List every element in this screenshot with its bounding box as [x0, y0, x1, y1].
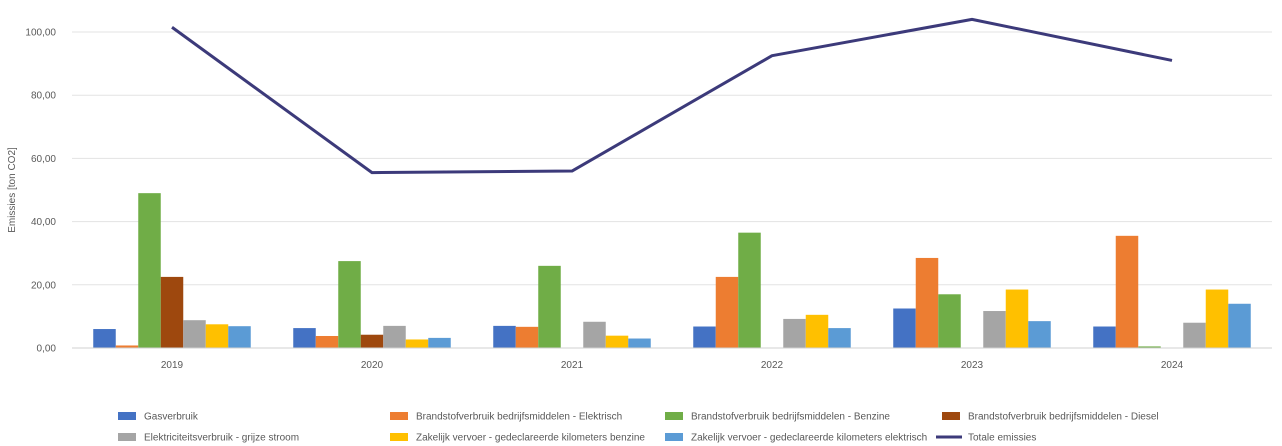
legend-label: Gasverbruik: [144, 412, 199, 423]
legend-label: Elektriciteitsverbruik - grijze stroom: [144, 433, 299, 444]
bar: [115, 345, 139, 348]
bar: [628, 338, 651, 348]
bar: [228, 326, 251, 348]
legend-label: Brandstofverbruik bedrijfsmiddelen - Die…: [968, 412, 1159, 423]
legend-swatch: [665, 412, 683, 420]
y-axis-title: Emissies [ton CO2]: [7, 147, 18, 233]
x-tick-label: 2022: [761, 360, 784, 371]
legend-swatch: [942, 412, 960, 420]
bars: [93, 193, 1251, 348]
bar: [938, 294, 961, 348]
y-tick-label: 80,00: [31, 91, 56, 102]
x-tick-label: 2019: [161, 360, 184, 371]
legend-label: Zakelijk vervoer - gedeclareerde kilomet…: [416, 433, 645, 444]
legend-label: Totale emissies: [968, 433, 1036, 444]
bar: [183, 320, 206, 348]
bar: [983, 311, 1006, 348]
legend-label: Brandstofverbruik bedrijfsmiddelen - Ben…: [691, 412, 890, 423]
y-tick-label: 60,00: [31, 154, 56, 165]
legend-swatch: [390, 433, 408, 441]
x-tick-label: 2021: [561, 360, 584, 371]
y-tick-labels: 0,00 20,00 40,00 60,00 80,00 100,00: [25, 28, 56, 355]
legend-label: Brandstofverbruik bedrijfsmiddelen - Ele…: [416, 412, 622, 423]
x-tick-label: 2020: [361, 360, 384, 371]
bar: [828, 328, 851, 348]
total-emissions-line: [171, 17, 1173, 175]
x-tick-label: 2023: [961, 360, 984, 371]
y-tick-label: 20,00: [31, 280, 56, 291]
legend-label: Zakelijk vervoer - gedeclareerde kilomet…: [691, 433, 927, 444]
bar: [605, 335, 629, 348]
bar: [1093, 326, 1116, 348]
bar: [693, 326, 716, 348]
bar: [315, 335, 339, 348]
legend-swatch: [665, 433, 683, 441]
bar: [1028, 321, 1051, 348]
bar: [783, 318, 806, 348]
bar: [1138, 346, 1161, 348]
total-line: [171, 17, 1173, 175]
x-tick-labels: 2019 2020 2021 2022 2023 2024: [161, 360, 1184, 371]
bar: [383, 325, 406, 348]
y-tick-label: 100,00: [25, 28, 56, 39]
bar: [538, 265, 561, 348]
bar: [805, 314, 829, 348]
bar: [893, 308, 916, 348]
legend-swatch: [390, 412, 408, 420]
bar: [915, 257, 939, 348]
bar: [160, 276, 184, 348]
bar: [1228, 303, 1251, 348]
bar: [338, 261, 361, 348]
legend-swatch: [118, 412, 136, 420]
bar: [1183, 322, 1206, 348]
bar: [738, 232, 761, 348]
bar: [428, 337, 451, 348]
bar: [515, 326, 539, 348]
bar: [360, 334, 384, 348]
bar: [93, 329, 116, 348]
x-tick-label: 2024: [1161, 360, 1184, 371]
y-tick-label: 0,00: [37, 344, 57, 355]
gridlines: [72, 31, 1272, 286]
bar: [715, 276, 739, 348]
bar: [138, 193, 161, 348]
bar: [1005, 289, 1029, 348]
bar: [493, 325, 516, 348]
legend-swatch: [118, 433, 136, 441]
bar: [583, 321, 606, 348]
bar: [1115, 235, 1139, 348]
bar: [293, 328, 316, 348]
bar: [205, 324, 229, 348]
y-tick-label: 40,00: [31, 217, 56, 228]
bar: [1205, 289, 1229, 348]
legend: Gasverbruik Brandstofverbruik bedrijfsmid…: [118, 412, 1159, 444]
bar: [405, 339, 429, 348]
